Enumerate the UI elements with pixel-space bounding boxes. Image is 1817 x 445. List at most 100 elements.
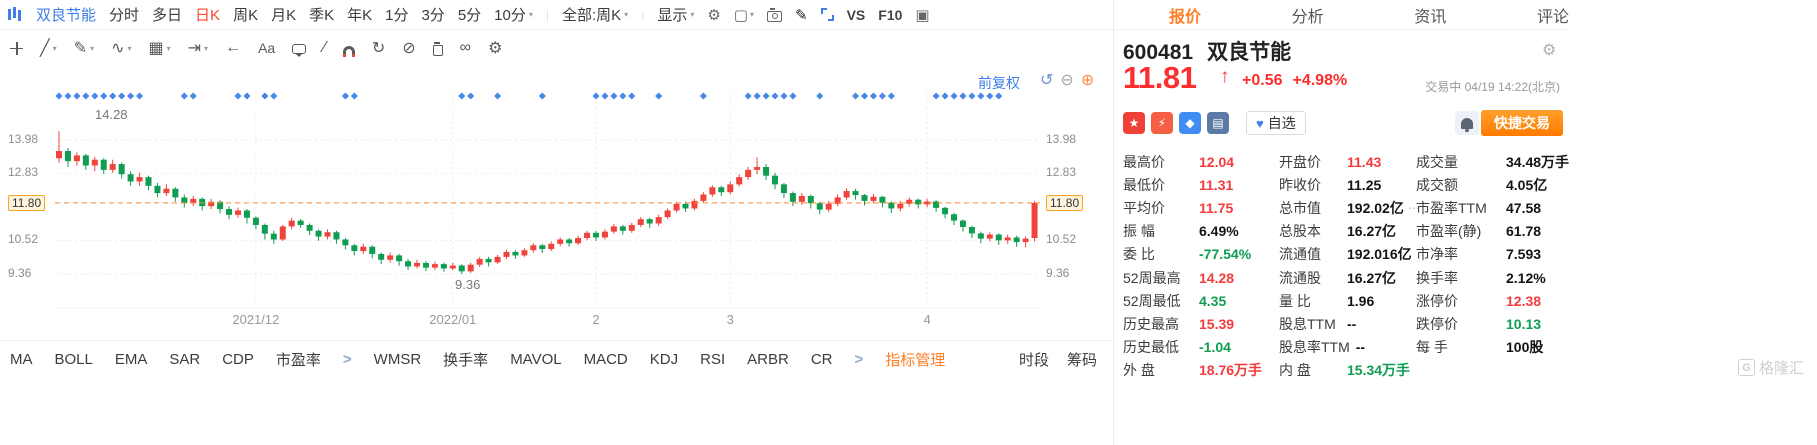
indicator-main-2[interactable]: EMA: [114, 351, 148, 368]
chart-style-icon[interactable]: ▢ ▾: [733, 6, 754, 24]
link-charts-icon[interactable]: ∞: [459, 39, 472, 56]
news-doc-icon[interactable]: ▤: [1207, 112, 1229, 134]
indicator-main-1[interactable]: BOLL: [54, 351, 93, 368]
stat-cell: 52周最低 4.35: [1123, 291, 1279, 311]
indicator-main-5[interactable]: 市盈率: [275, 352, 321, 369]
candlestick-chart[interactable]: [0, 66, 1113, 316]
period-button-3[interactable]: 周K: [233, 7, 259, 24]
tab-comments[interactable]: 评论: [1536, 8, 1569, 26]
quick-trade-button[interactable]: 快捷交易: [1481, 110, 1563, 136]
pattern-tool-icon[interactable]: ▦ ▾: [148, 40, 171, 57]
period-button-10[interactable]: 10分 ▾: [494, 7, 533, 24]
text-tool-icon[interactable]: Aa: [258, 40, 276, 56]
settings-gear-icon[interactable]: ⚙: [707, 6, 721, 24]
period-button-8[interactable]: 3分: [421, 7, 445, 24]
tab-quote[interactable]: 报价: [1169, 8, 1202, 26]
stat-cell: 平均价 11.75: [1123, 198, 1279, 218]
stat-label: 最低价: [1123, 176, 1165, 193]
stat-cell: 市盈率(静) 61.78: [1416, 221, 1568, 241]
panel-tabs: 报价 分析 资讯 评论: [1114, 0, 1569, 30]
stat-cell: 52周最高 14.28: [1123, 268, 1279, 288]
period-button-6[interactable]: 年K: [347, 7, 373, 24]
stat-value: 11.43: [1347, 153, 1382, 170]
draw-pencil-icon[interactable]: ✎: [795, 6, 808, 24]
toolbar-separator: |: [545, 7, 549, 22]
chevron-down-icon: ▾: [749, 10, 754, 19]
more-indicators-arrow[interactable]: >: [342, 351, 352, 368]
toolbar-stock-name[interactable]: 双良节能: [36, 7, 97, 24]
restore-undo-icon[interactable]: ↺: [1040, 72, 1054, 89]
stat-label: 52周最高: [1123, 269, 1181, 286]
magnet-tool-icon[interactable]: [342, 42, 355, 57]
indicator-sub-7[interactable]: CR: [810, 351, 833, 368]
stat-value: --: [1355, 339, 1366, 356]
period-button-0[interactable]: 分时: [109, 7, 140, 24]
vs-compare-button[interactable]: VS: [846, 6, 866, 23]
measure-tool-icon[interactable]: ⇥ ▾: [187, 40, 209, 57]
alert-bell-button[interactable]: [1455, 111, 1479, 135]
add-watchlist-button[interactable]: ♥ 自选: [1246, 111, 1306, 135]
comment-bubble-icon[interactable]: [292, 42, 307, 57]
market-status: 交易中 04/19 14:22(北京): [1425, 80, 1560, 94]
indicator-manage-link[interactable]: 指标管理: [885, 352, 946, 369]
price-adjust-link[interactable]: 前复权: [978, 75, 1020, 91]
more-sub-indicators-arrow[interactable]: >: [854, 351, 864, 368]
y-axis-label: 13.98: [1046, 132, 1077, 146]
fullscreen-expand-icon[interactable]: [820, 8, 834, 21]
wave-tool-icon[interactable]: ∿ ▾: [111, 40, 132, 57]
period-button-9[interactable]: 5分: [457, 7, 482, 24]
refresh-sync-icon[interactable]: ↻: [371, 40, 386, 57]
indicator-right-0[interactable]: 时段: [1018, 352, 1049, 369]
watermark-text: 格隆汇: [1759, 360, 1805, 377]
period-button-11[interactable]: 全部:周K ▾: [561, 7, 629, 24]
indicator-right-1[interactable]: 筹码: [1066, 352, 1097, 369]
zoom-out-icon[interactable]: ⊖: [1060, 72, 1074, 89]
stat-value: 34.48万手: [1506, 153, 1570, 170]
trendline-tool-icon[interactable]: ╱ ▾: [40, 40, 57, 57]
x-axis-label: 2022/01: [429, 312, 477, 327]
stock-header: 600481 双良节能: [1123, 36, 1291, 66]
period-button-4[interactable]: 月K: [271, 7, 297, 24]
tab-analysis[interactable]: 分析: [1291, 8, 1324, 26]
f10-info-button[interactable]: F10: [878, 6, 903, 23]
stat-value: 6.49%: [1199, 223, 1239, 240]
brush-tool-icon[interactable]: ✎ ▾: [73, 40, 95, 57]
margin-flag-icon[interactable]: ★: [1123, 112, 1145, 134]
indicator-sub-2[interactable]: MAVOL: [510, 351, 562, 368]
period-button-7[interactable]: 1分: [385, 7, 409, 24]
hide-drawings-icon[interactable]: ⊘: [402, 40, 416, 57]
indicator-sub-1[interactable]: 换手率: [443, 352, 489, 369]
indicator-sub-5[interactable]: RSI: [700, 351, 726, 368]
hot-lightning-icon[interactable]: ⚡: [1151, 112, 1173, 134]
period-button-12[interactable]: 显示 ▾: [657, 7, 695, 24]
indicator-sub-6[interactable]: ARBR: [747, 351, 789, 368]
stat-value: 15.34万手: [1347, 362, 1411, 379]
period-button-2[interactable]: 日K: [195, 7, 221, 24]
indicator-main-3[interactable]: SAR: [169, 351, 201, 368]
indicator-sub-3[interactable]: MACD: [583, 351, 628, 368]
period-button-5[interactable]: 季K: [309, 7, 335, 24]
x-axis-label: 2: [592, 312, 600, 327]
camera-screenshot-icon[interactable]: [767, 7, 782, 22]
panel-layout-icon[interactable]: ▣: [915, 6, 930, 24]
segment-tool-icon[interactable]: ∕: [323, 39, 326, 56]
stat-label: 成交量: [1416, 153, 1458, 170]
tag-label-icon[interactable]: ◆: [1179, 112, 1201, 134]
stat-label: 跌停价: [1416, 315, 1458, 332]
indicator-sub-0[interactable]: WMSR: [373, 351, 422, 368]
indicator-sub-4[interactable]: KDJ: [649, 351, 679, 368]
current-price-badge: 11.80: [1046, 195, 1084, 212]
panel-settings-gear-icon[interactable]: ⚙: [1542, 42, 1557, 59]
indicator-main-4[interactable]: CDP: [222, 351, 254, 368]
draw-settings-gear-icon[interactable]: ⚙: [488, 40, 503, 57]
indicator-main-0[interactable]: MA: [10, 351, 33, 368]
move-crosshair-icon[interactable]: [10, 41, 23, 55]
zoom-in-icon[interactable]: ⊕: [1080, 72, 1095, 89]
chevron-down-icon: ▾: [90, 43, 95, 53]
delete-drawings-icon[interactable]: [432, 41, 443, 56]
period-button-1[interactable]: 多日: [152, 7, 183, 24]
more-ellipsis-icon[interactable]: ⋯: [1407, 200, 1420, 215]
undo-arrow-icon[interactable]: ←: [225, 39, 242, 56]
chevron-down-icon: ▾: [204, 43, 209, 53]
tab-news[interactable]: 资讯: [1414, 8, 1447, 26]
